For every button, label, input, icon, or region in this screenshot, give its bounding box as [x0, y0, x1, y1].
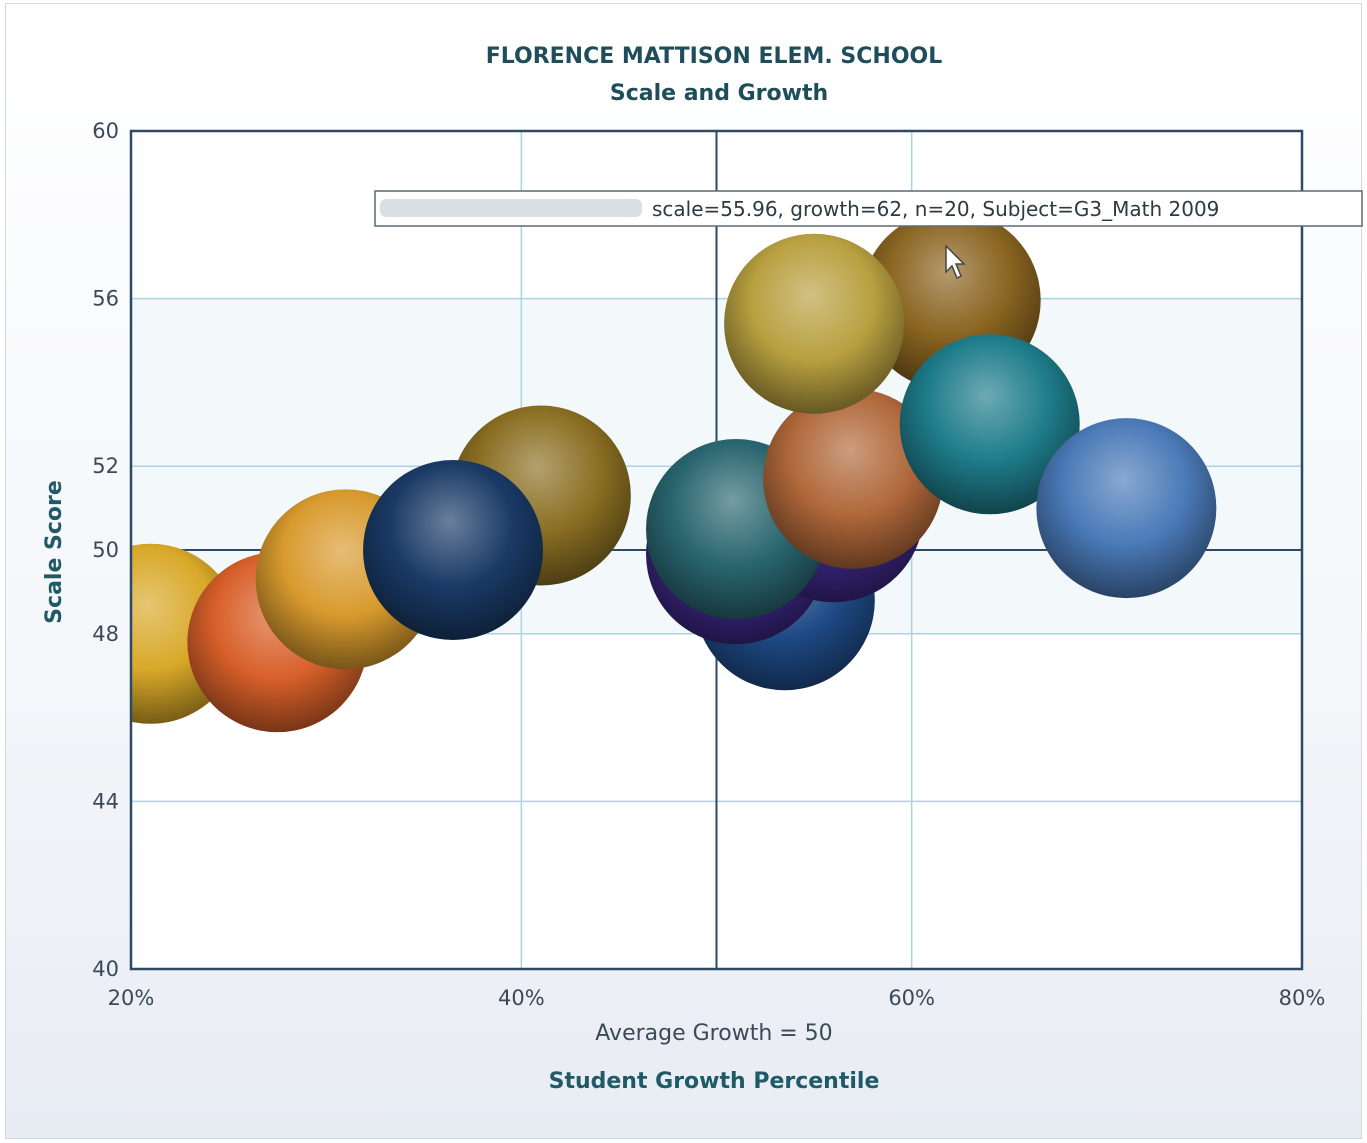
- tooltip: scale=55.96, growth=62, n=20, Subject=G3…: [374, 190, 1363, 227]
- chart-subtitle: Scale and Growth: [610, 81, 828, 106]
- x-tick-label: 20%: [108, 986, 155, 1010]
- bubble-point[interactable]: [1036, 418, 1217, 599]
- plot-border: [129, 129, 1304, 971]
- y-axis-label: Scale Score: [42, 480, 67, 624]
- bubble-point[interactable]: [899, 334, 1080, 515]
- tooltip-redacted-name: [380, 199, 642, 217]
- bubble-point[interactable]: [763, 388, 944, 569]
- y-tick-label: 48: [92, 622, 119, 646]
- x-axis-ticks: 20% 40% 60% 80%: [108, 986, 1326, 1010]
- y-tick-label: 44: [92, 789, 119, 813]
- y-tick-label: 50: [92, 538, 119, 562]
- bubbles: [131, 210, 1217, 733]
- y-axis-ticks: 40 44 48 50 52 56 60: [92, 119, 119, 981]
- bubble-point[interactable]: [724, 233, 905, 414]
- y-tick-label: 52: [92, 454, 119, 478]
- average-growth-label: Average Growth = 50: [595, 1021, 832, 1046]
- y-tick-label: 60: [92, 119, 119, 143]
- y-tick-label: 40: [92, 957, 119, 981]
- x-tick-label: 40%: [498, 986, 545, 1010]
- x-tick-label: 80%: [1279, 986, 1326, 1010]
- cursor-arrow-icon: [945, 244, 966, 280]
- bubble-point[interactable]: [363, 460, 544, 640]
- x-tick-label: 60%: [888, 986, 935, 1010]
- chart-title: FLORENCE MATTISON ELEM. SCHOOL: [486, 44, 943, 69]
- x-axis-label: Student Growth Percentile: [549, 1069, 880, 1094]
- y-tick-label: 56: [92, 287, 119, 311]
- tooltip-text: scale=55.96, growth=62, n=20, Subject=G3…: [652, 197, 1219, 221]
